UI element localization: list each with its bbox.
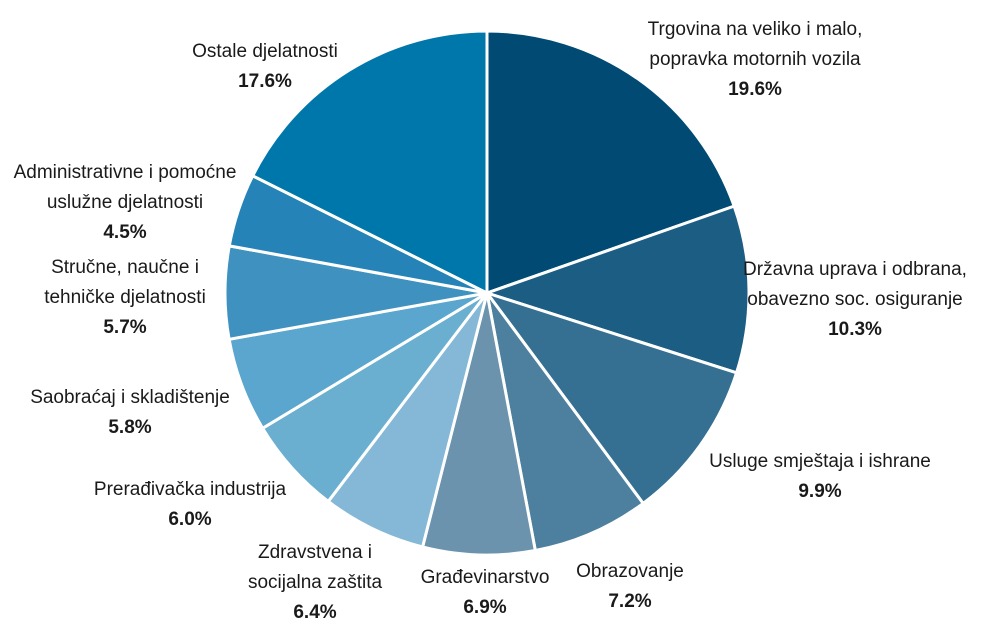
slice-label: Državna uprava i odbrana,	[743, 259, 967, 280]
slice	[482, 204, 751, 375]
slice-label: popravka motornih vozila	[649, 49, 861, 70]
slice-label: Prerađivačka industrija	[94, 479, 287, 500]
slice-label: Građevinarstvo	[421, 567, 550, 588]
slice	[483, 290, 739, 506]
slice-label: Usluge smještaja i ishrane	[709, 451, 931, 472]
value-label: 17.6%	[238, 71, 292, 92]
value-label: 9.9%	[798, 481, 841, 502]
value-label: 6.9%	[463, 597, 506, 618]
slice-label: Stručne, naučne i	[51, 257, 199, 278]
slice-label: tehničke djelatnosti	[44, 287, 206, 308]
value-label: 7.2%	[608, 591, 651, 612]
slice-label: obavezno soc. osiguranje	[747, 289, 962, 310]
value-label: 5.7%	[103, 317, 146, 338]
slice-label: Zdravstvena i	[258, 542, 372, 563]
slice	[420, 292, 538, 557]
slice-label: Trgovina na veliko i malo,	[648, 19, 863, 40]
slice-label: uslužne djelatnosti	[47, 192, 203, 213]
value-label: 4.5%	[103, 222, 146, 243]
slice-label: Saobraćaj i skladištenje	[30, 387, 230, 408]
value-label: 6.0%	[168, 509, 211, 530]
slice-label: Obrazovanje	[576, 561, 684, 582]
slice-label: Ostale djelatnosti	[192, 41, 338, 62]
slice-label: socijalna zaštita	[248, 572, 383, 593]
value-label: 6.4%	[293, 602, 336, 623]
value-label: 5.8%	[108, 417, 151, 438]
value-label: 19.6%	[728, 79, 782, 100]
slice	[250, 29, 489, 296]
slice-label: Administrativne i pomoćne	[14, 162, 237, 183]
value-label: 10.3%	[828, 319, 882, 340]
slice	[485, 292, 646, 553]
